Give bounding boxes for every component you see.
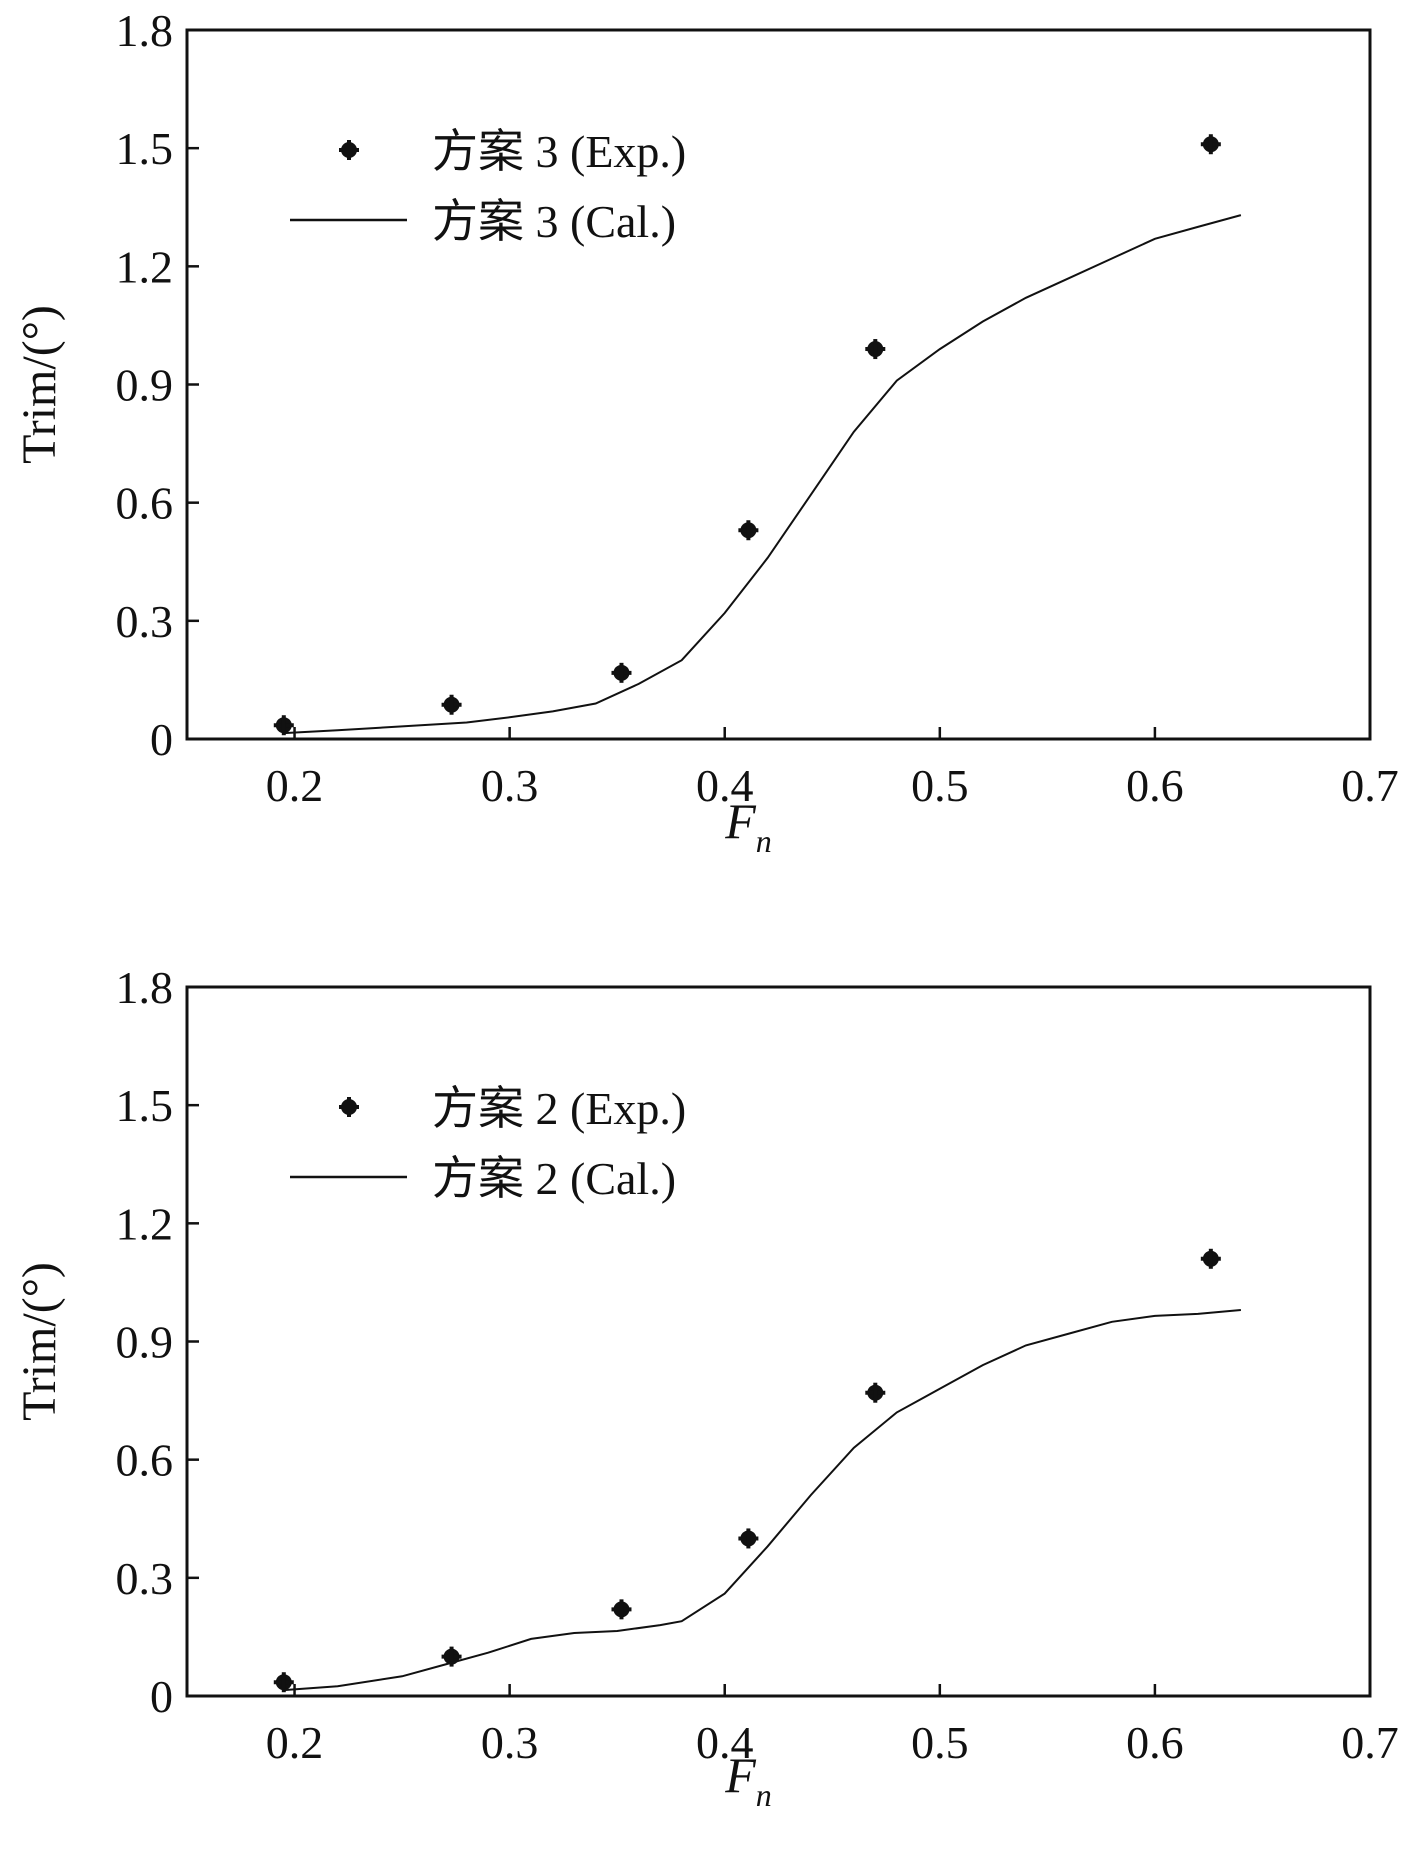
x-axis-label-subscript: n <box>756 823 772 859</box>
data-point-exp <box>273 1672 294 1693</box>
data-point-exp <box>273 715 294 736</box>
data-point-exp <box>611 1599 632 1620</box>
chart-panel-1: 0.2 0.3 0.4 0.5 0.6 0.7 0 0.3 0.6 0.9 1.2 1.5 1.8 Fn T… <box>13 5 1399 859</box>
series-line-cal <box>283 1309 1241 1692</box>
plot-frame <box>185 28 1372 741</box>
legend-label-cal: 方案 2 (Cal.) <box>432 1153 676 1204</box>
x-tick-label: 0.3 <box>481 760 539 811</box>
series-line-cal <box>283 214 1242 735</box>
x-tick-label: 0.2 <box>266 760 324 811</box>
legend: 方案 2 (Exp.) 方案 2 (Cal.) <box>290 1083 686 1204</box>
data-point-exp <box>865 339 886 360</box>
y-tick-label: 1.5 <box>116 123 174 174</box>
y-tick-label: 1.5 <box>116 1080 174 1131</box>
data-point-exp <box>611 662 632 683</box>
data-point-exp <box>1200 134 1221 155</box>
y-tick-label: 1.2 <box>116 1198 174 1249</box>
y-tick-label: 0.9 <box>116 360 174 411</box>
legend-label-cal: 方案 3 (Cal.) <box>432 196 676 247</box>
x-axis-label-main: F <box>724 1747 756 1803</box>
x-tick-label: 0.7 <box>1341 1717 1399 1768</box>
x-tick-label: 0.6 <box>1126 1717 1184 1768</box>
x-axis-label: Fn <box>724 793 772 859</box>
data-point-exp <box>738 520 759 541</box>
x-axis-label-main: F <box>724 793 756 849</box>
x-tick-label: 0.4 <box>696 1717 754 1768</box>
plot-frame <box>185 985 1372 1698</box>
legend-label-exp: 方案 2 (Exp.) <box>432 1083 686 1134</box>
y-tick-label: 1.8 <box>116 962 174 1013</box>
x-tick-label: 0.5 <box>911 1717 969 1768</box>
x-tick-label: 0.5 <box>911 760 969 811</box>
x-tick-label: 0.3 <box>481 1717 539 1768</box>
y-axis-label: Trim/(°) <box>13 1262 66 1421</box>
x-axis-label-subscript: n <box>756 1777 772 1813</box>
data-point-exp <box>1200 1248 1221 1269</box>
y-tick-label: 0.3 <box>116 596 174 647</box>
legend-label-exp: 方案 3 (Exp.) <box>432 126 686 177</box>
y-tick-label: 0.3 <box>116 1553 174 1604</box>
y-tick-label: 0.9 <box>116 1317 174 1368</box>
y-tick-label: 0.6 <box>116 1435 174 1486</box>
data-point-exp <box>738 1528 759 1549</box>
y-tick-label: 1.8 <box>116 5 174 56</box>
x-tick-label: 0.4 <box>696 760 754 811</box>
x-tick-label: 0.2 <box>266 1717 324 1768</box>
y-tick-label: 1.2 <box>116 241 174 292</box>
legend: 方案 3 (Exp.) 方案 3 (Cal.) <box>290 126 686 247</box>
chart-panel-2: 0.2 0.3 0.4 0.5 0.6 0.7 0 0.3 0.6 0.9 1.2 1.5 1.8 Fn T… <box>13 962 1399 1813</box>
y-axis-label: Trim/(°) <box>13 305 66 464</box>
y-tick-label: 0 <box>150 1671 173 1722</box>
x-axis-label: Fn <box>724 1747 772 1813</box>
y-tick-label: 0.6 <box>116 478 174 529</box>
x-tick-label: 0.6 <box>1126 760 1184 811</box>
data-point-exp <box>865 1382 886 1403</box>
x-tick-label: 0.7 <box>1341 760 1399 811</box>
data-point-exp <box>441 694 462 715</box>
y-tick-label: 0 <box>150 714 173 765</box>
